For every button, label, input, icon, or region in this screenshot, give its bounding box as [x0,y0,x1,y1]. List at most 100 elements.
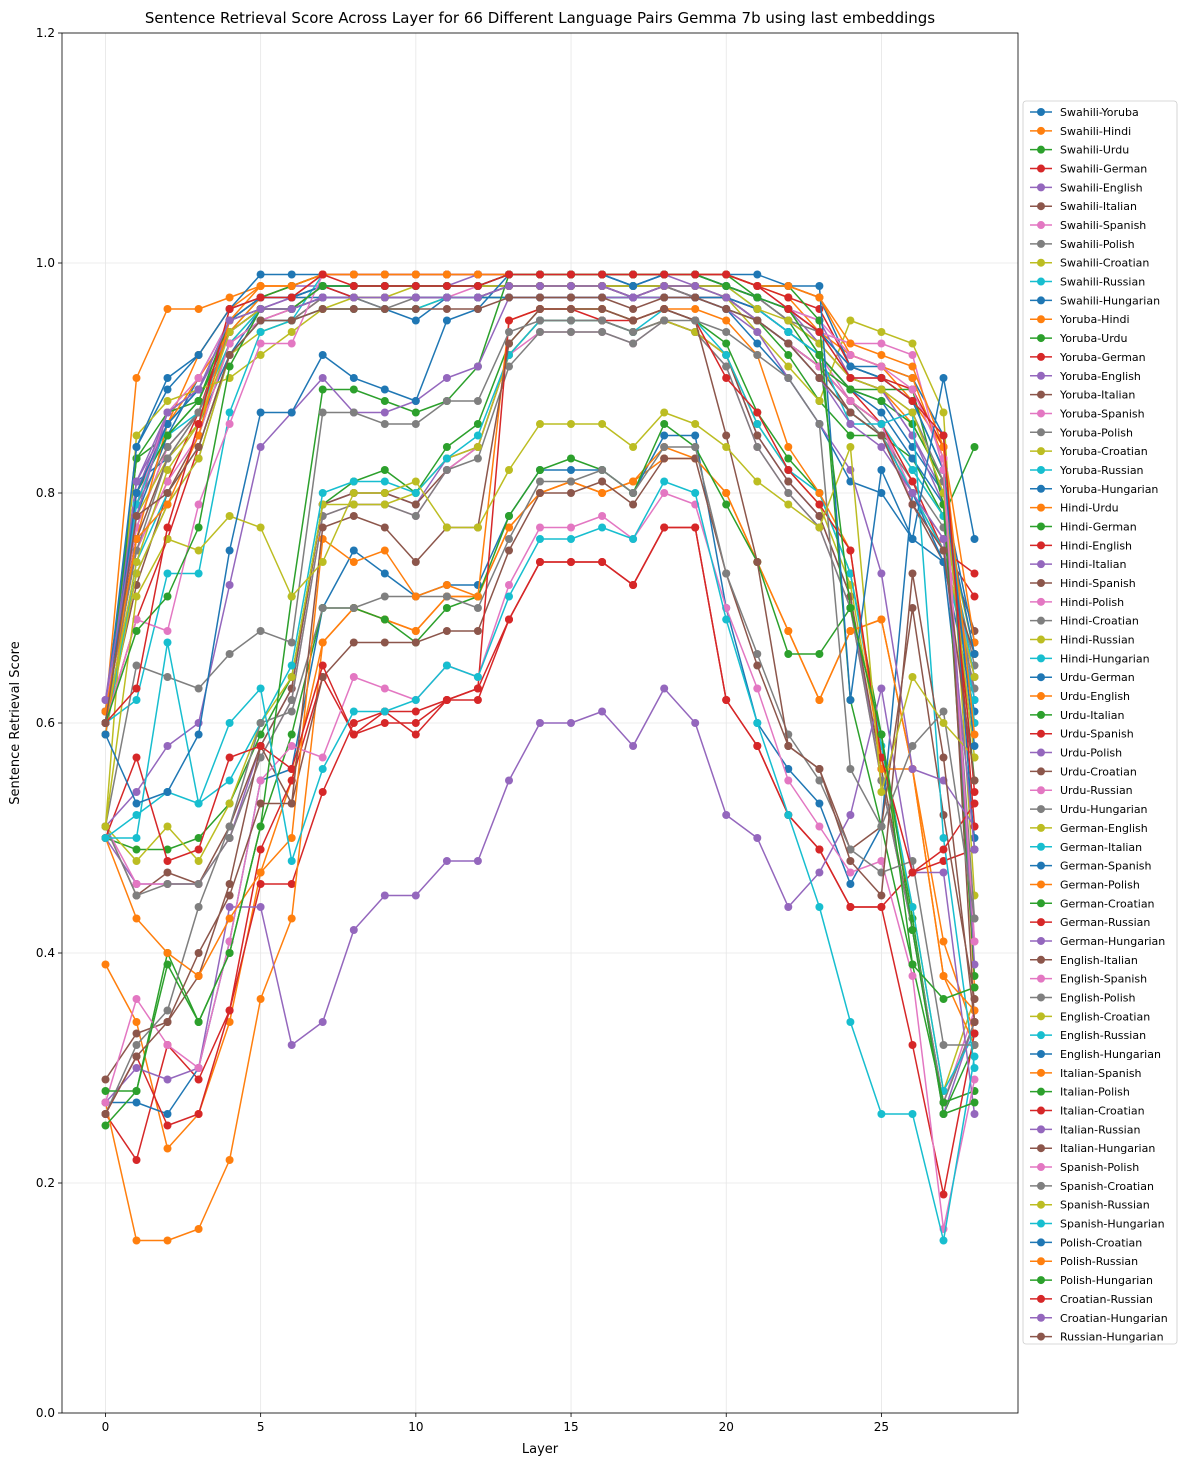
data-point [722,615,731,624]
data-point [753,684,762,693]
legend-item: Yoruba-English [1030,370,1141,383]
data-point [784,466,793,474]
legend-label: Urdu-Russian [1060,784,1133,797]
data-point [442,604,451,612]
data-point [598,466,607,474]
data-point [132,558,141,566]
data-point [225,362,234,371]
data-point [411,696,420,704]
data-point [225,914,234,923]
data-point [908,362,917,371]
legend-label: Swahili-Russian [1060,276,1145,289]
data-point [349,604,358,612]
data-point [598,328,607,336]
data-point [380,397,389,405]
data-point [380,500,389,509]
data-point [536,558,544,566]
data-point [846,431,855,440]
data-point [163,1006,172,1015]
data-point [753,408,762,417]
data-point [287,880,296,888]
data-point [877,420,886,428]
data-point [598,293,607,302]
legend-label: Yoruba-Spanish [1059,407,1145,420]
data-point [598,420,607,428]
series-hindi-russian [101,316,979,1095]
x-tick-label: 10 [408,1420,423,1434]
series-line [104,273,976,827]
data-point [287,293,296,302]
legend-item: Hindi-Hungarian [1030,652,1150,665]
series-italian-hungarian [101,305,979,1118]
legend-item: Swahili-Hindi [1030,125,1131,138]
data-point [287,328,296,336]
data-point [753,339,762,348]
data-point [318,523,327,532]
data-point [194,431,203,440]
data-point [505,546,513,555]
data-point [815,822,824,831]
data-point [660,408,669,417]
data-point [939,707,948,716]
legend-item: Yoruba-Urdu [1030,332,1128,345]
data-point [784,316,793,325]
data-point [722,328,731,336]
data-point [163,742,172,750]
data-point [132,995,141,1003]
data-point [132,512,141,520]
data-point [132,431,141,440]
data-point [132,627,141,635]
legend-item: English-Hungarian [1030,1048,1161,1061]
data-point [908,385,917,394]
legend-item: English-Spanish [1030,973,1147,986]
data-point [225,880,234,888]
legend-item: Italian-Spanish [1030,1067,1142,1080]
data-point [753,834,762,842]
legend-item: Italian-Russian [1030,1123,1140,1136]
data-point [908,374,917,382]
data-point [101,696,110,704]
data-point [660,443,669,451]
data-point [411,730,420,739]
data-point [908,489,917,497]
legend-label: Urdu-English [1060,690,1130,703]
data-point [939,857,948,865]
legend-marker [1037,352,1045,361]
data-point [132,1029,141,1038]
legend-marker [1037,126,1045,135]
data-point [970,730,979,739]
data-point [318,638,327,647]
data-point [411,293,420,302]
data-point [132,535,141,543]
data-point [877,822,886,831]
data-point [629,282,638,290]
data-point [132,788,141,796]
data-point [629,339,638,348]
data-point [132,454,141,463]
legend-marker [1037,409,1045,418]
legend-label: Italian-Polish [1060,1086,1130,1099]
data-point [194,903,203,911]
data-point [101,1110,110,1118]
data-point [287,661,296,670]
data-point [225,1006,234,1015]
data-point [411,305,420,313]
data-point [256,684,265,693]
data-point [163,374,172,382]
data-point [163,1075,172,1084]
legend-label: German-Croatian [1060,897,1155,910]
legend-item: Swahili-Urdu [1030,144,1129,157]
data-point [970,1041,979,1049]
data-point [846,1018,855,1026]
legend-marker [1037,428,1045,437]
data-point [660,282,669,290]
data-point [536,466,544,474]
data-point [536,420,544,428]
data-point [536,305,544,313]
data-point [939,374,948,382]
data-point [784,305,793,313]
data-point [163,431,172,440]
data-point [722,811,731,819]
data-point [194,834,203,842]
legend-label: Italian-Croatian [1060,1105,1145,1118]
